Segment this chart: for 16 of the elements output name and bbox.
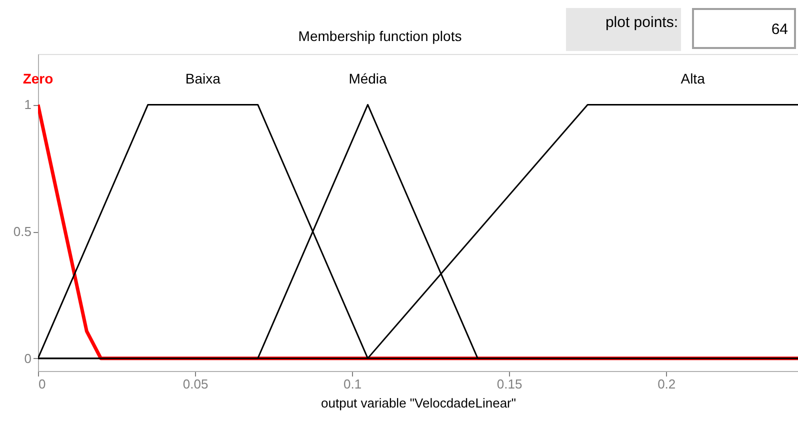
text: 64: [771, 21, 788, 38]
x-tick-label: 0.2: [658, 376, 676, 392]
series-label: Alta: [680, 70, 706, 86]
chart-title: Membership function plots: [298, 28, 462, 44]
x-axis-title: output variable "VelocdadeLinear": [321, 396, 516, 410]
x-tick-label: 0: [38, 376, 46, 392]
series-label: Média: [348, 70, 388, 86]
x-tick-label: 0.15: [496, 376, 522, 392]
x-tick-label: 0.1: [344, 376, 362, 392]
text: plot points:: [605, 14, 678, 31]
series-label: Zero: [22, 70, 54, 86]
x-tick-label: 0.05: [182, 376, 208, 392]
series-label: Baixa: [185, 70, 221, 86]
y-tick-label: 0.5: [13, 224, 32, 240]
y-tick-label: 0: [24, 350, 32, 366]
y-tick-label: 1: [24, 97, 32, 112]
